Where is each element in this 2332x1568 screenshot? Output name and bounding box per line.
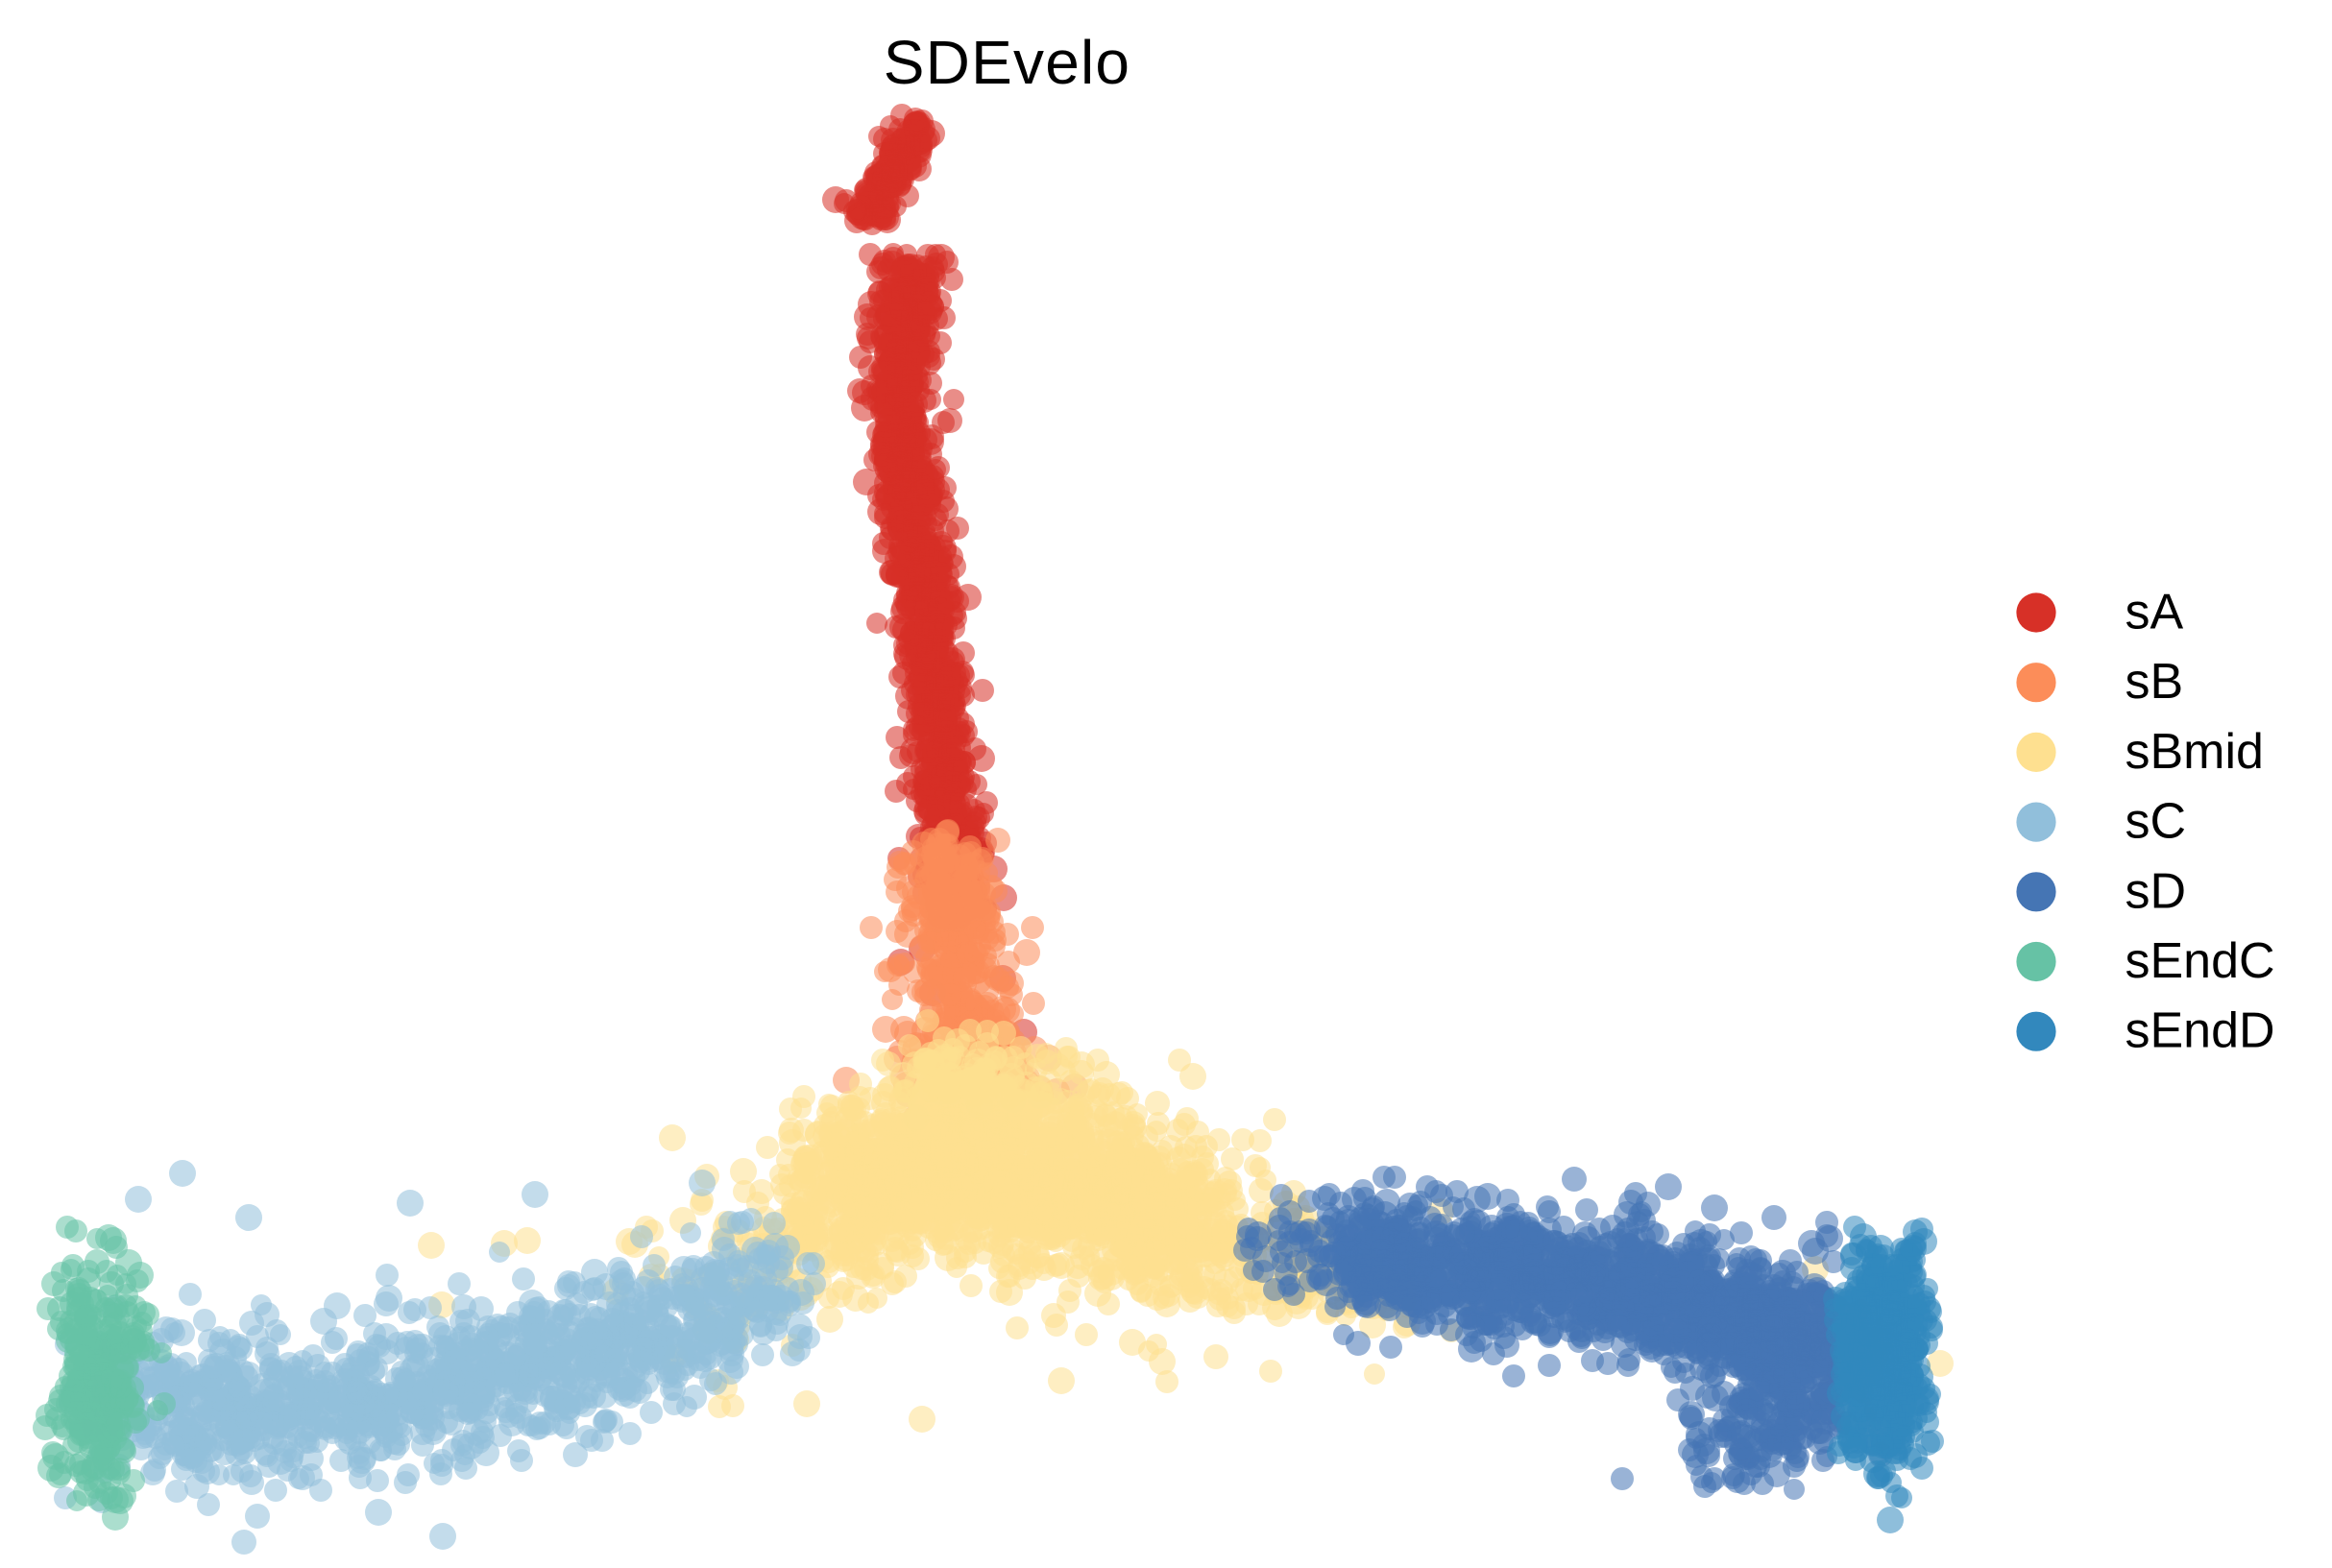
svg-text:SDEvelo: SDEvelo bbox=[884, 28, 1130, 97]
